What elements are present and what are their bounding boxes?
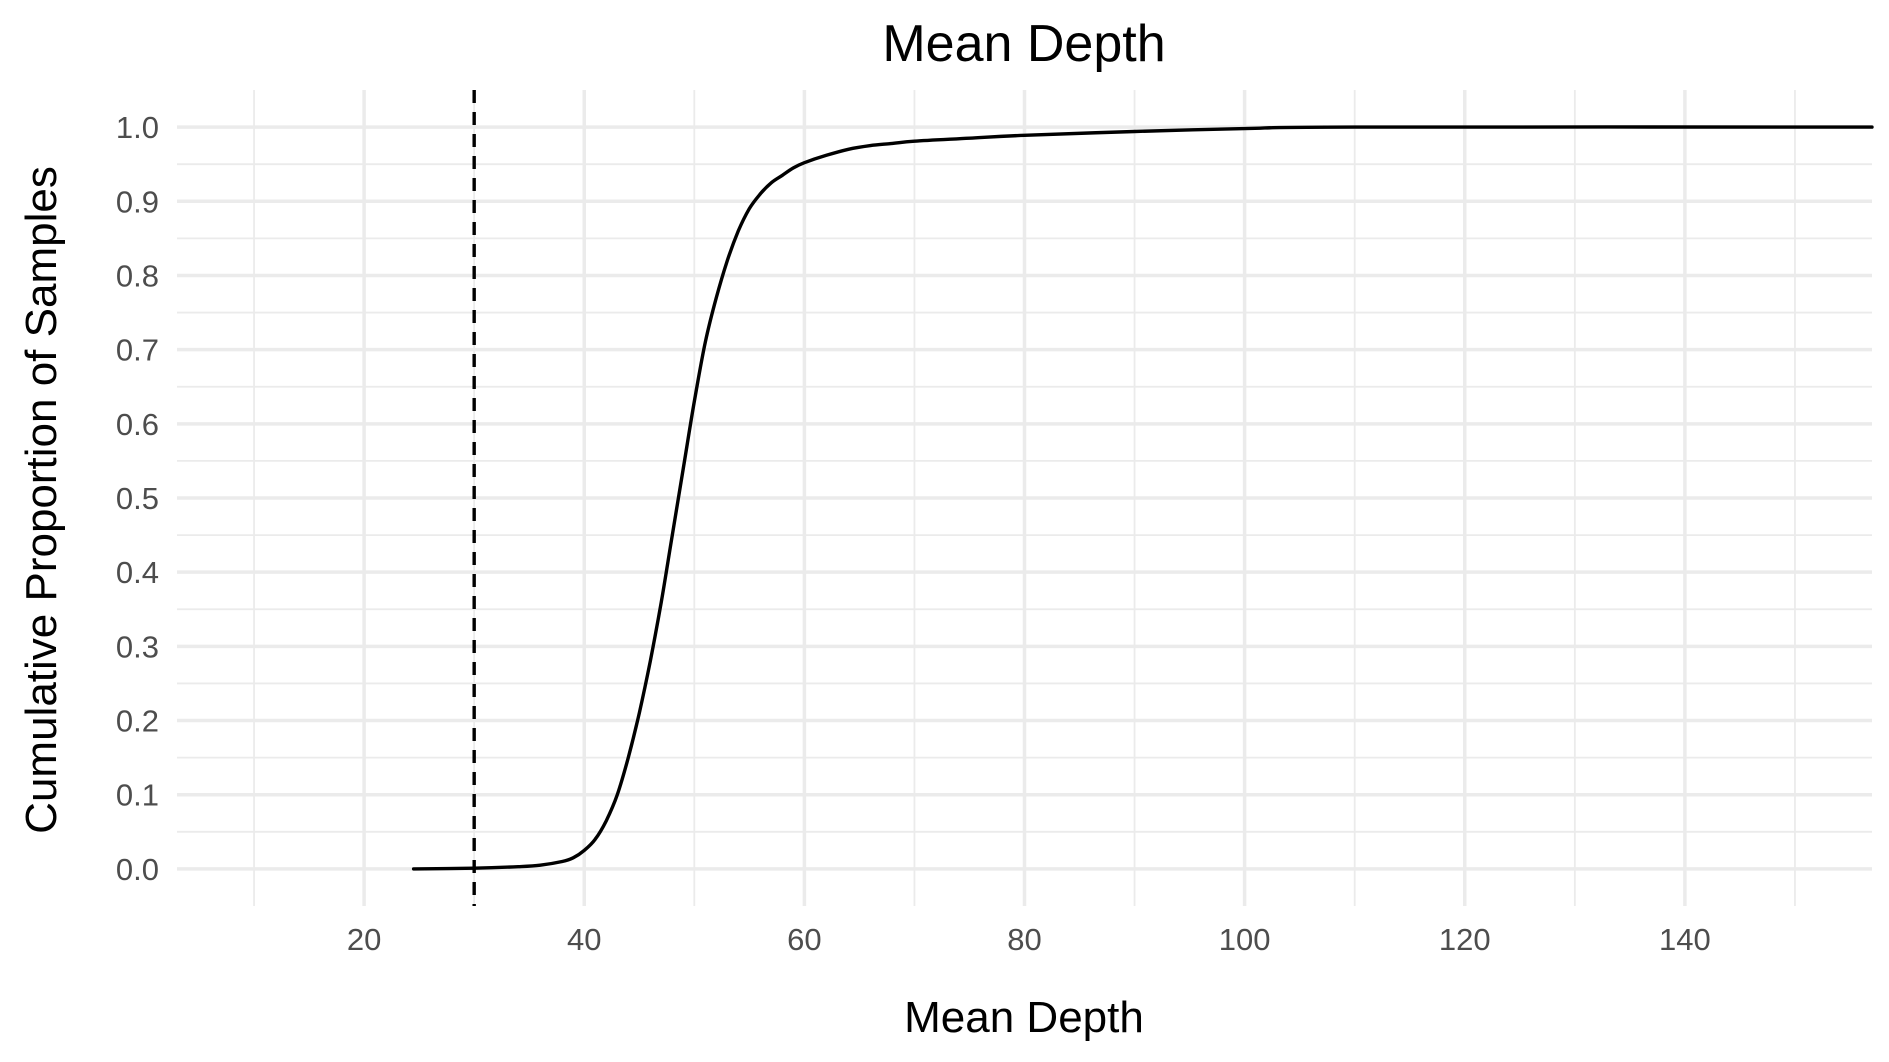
- x-tick-label: 140: [1659, 922, 1711, 957]
- x-tick-label: 60: [787, 922, 821, 957]
- y-tick-label: 0.1: [116, 778, 159, 813]
- x-tick-label: 100: [1219, 922, 1271, 957]
- x-axis-ticks: 20 40 60 80 100 120 140: [347, 922, 1711, 957]
- y-axis-title: Cumulative Proportion of Samples: [17, 166, 66, 834]
- series-group: [411, 125, 1874, 871]
- y-tick-label: 0.5: [116, 481, 159, 516]
- y-tick-label: 0.8: [116, 258, 159, 293]
- y-tick-label: 0.7: [116, 333, 159, 368]
- ecdf-line: [411, 125, 1874, 871]
- y-tick-label: 0.4: [116, 555, 159, 590]
- y-tick-label: 0.6: [116, 407, 159, 442]
- chart-title: Mean Depth: [882, 15, 1165, 73]
- y-axis-ticks: 0.0 0.1 0.2 0.3 0.4 0.5 0.6 0.7 0.8 0.9 1.0: [116, 110, 159, 887]
- y-tick-label: 0.2: [116, 704, 159, 739]
- x-tick-label: 40: [567, 922, 601, 957]
- y-tick-label: 1.0: [116, 110, 159, 145]
- x-tick-label: 20: [347, 922, 381, 957]
- grid-lines: [177, 90, 1872, 906]
- y-tick-label: 0.3: [116, 629, 159, 664]
- y-tick-label: 0.9: [116, 184, 159, 219]
- y-tick-label: 0.0: [116, 852, 159, 887]
- x-tick-label: 80: [1007, 922, 1041, 957]
- x-axis-title: Mean Depth: [904, 993, 1144, 1042]
- x-tick-label: 120: [1439, 922, 1491, 957]
